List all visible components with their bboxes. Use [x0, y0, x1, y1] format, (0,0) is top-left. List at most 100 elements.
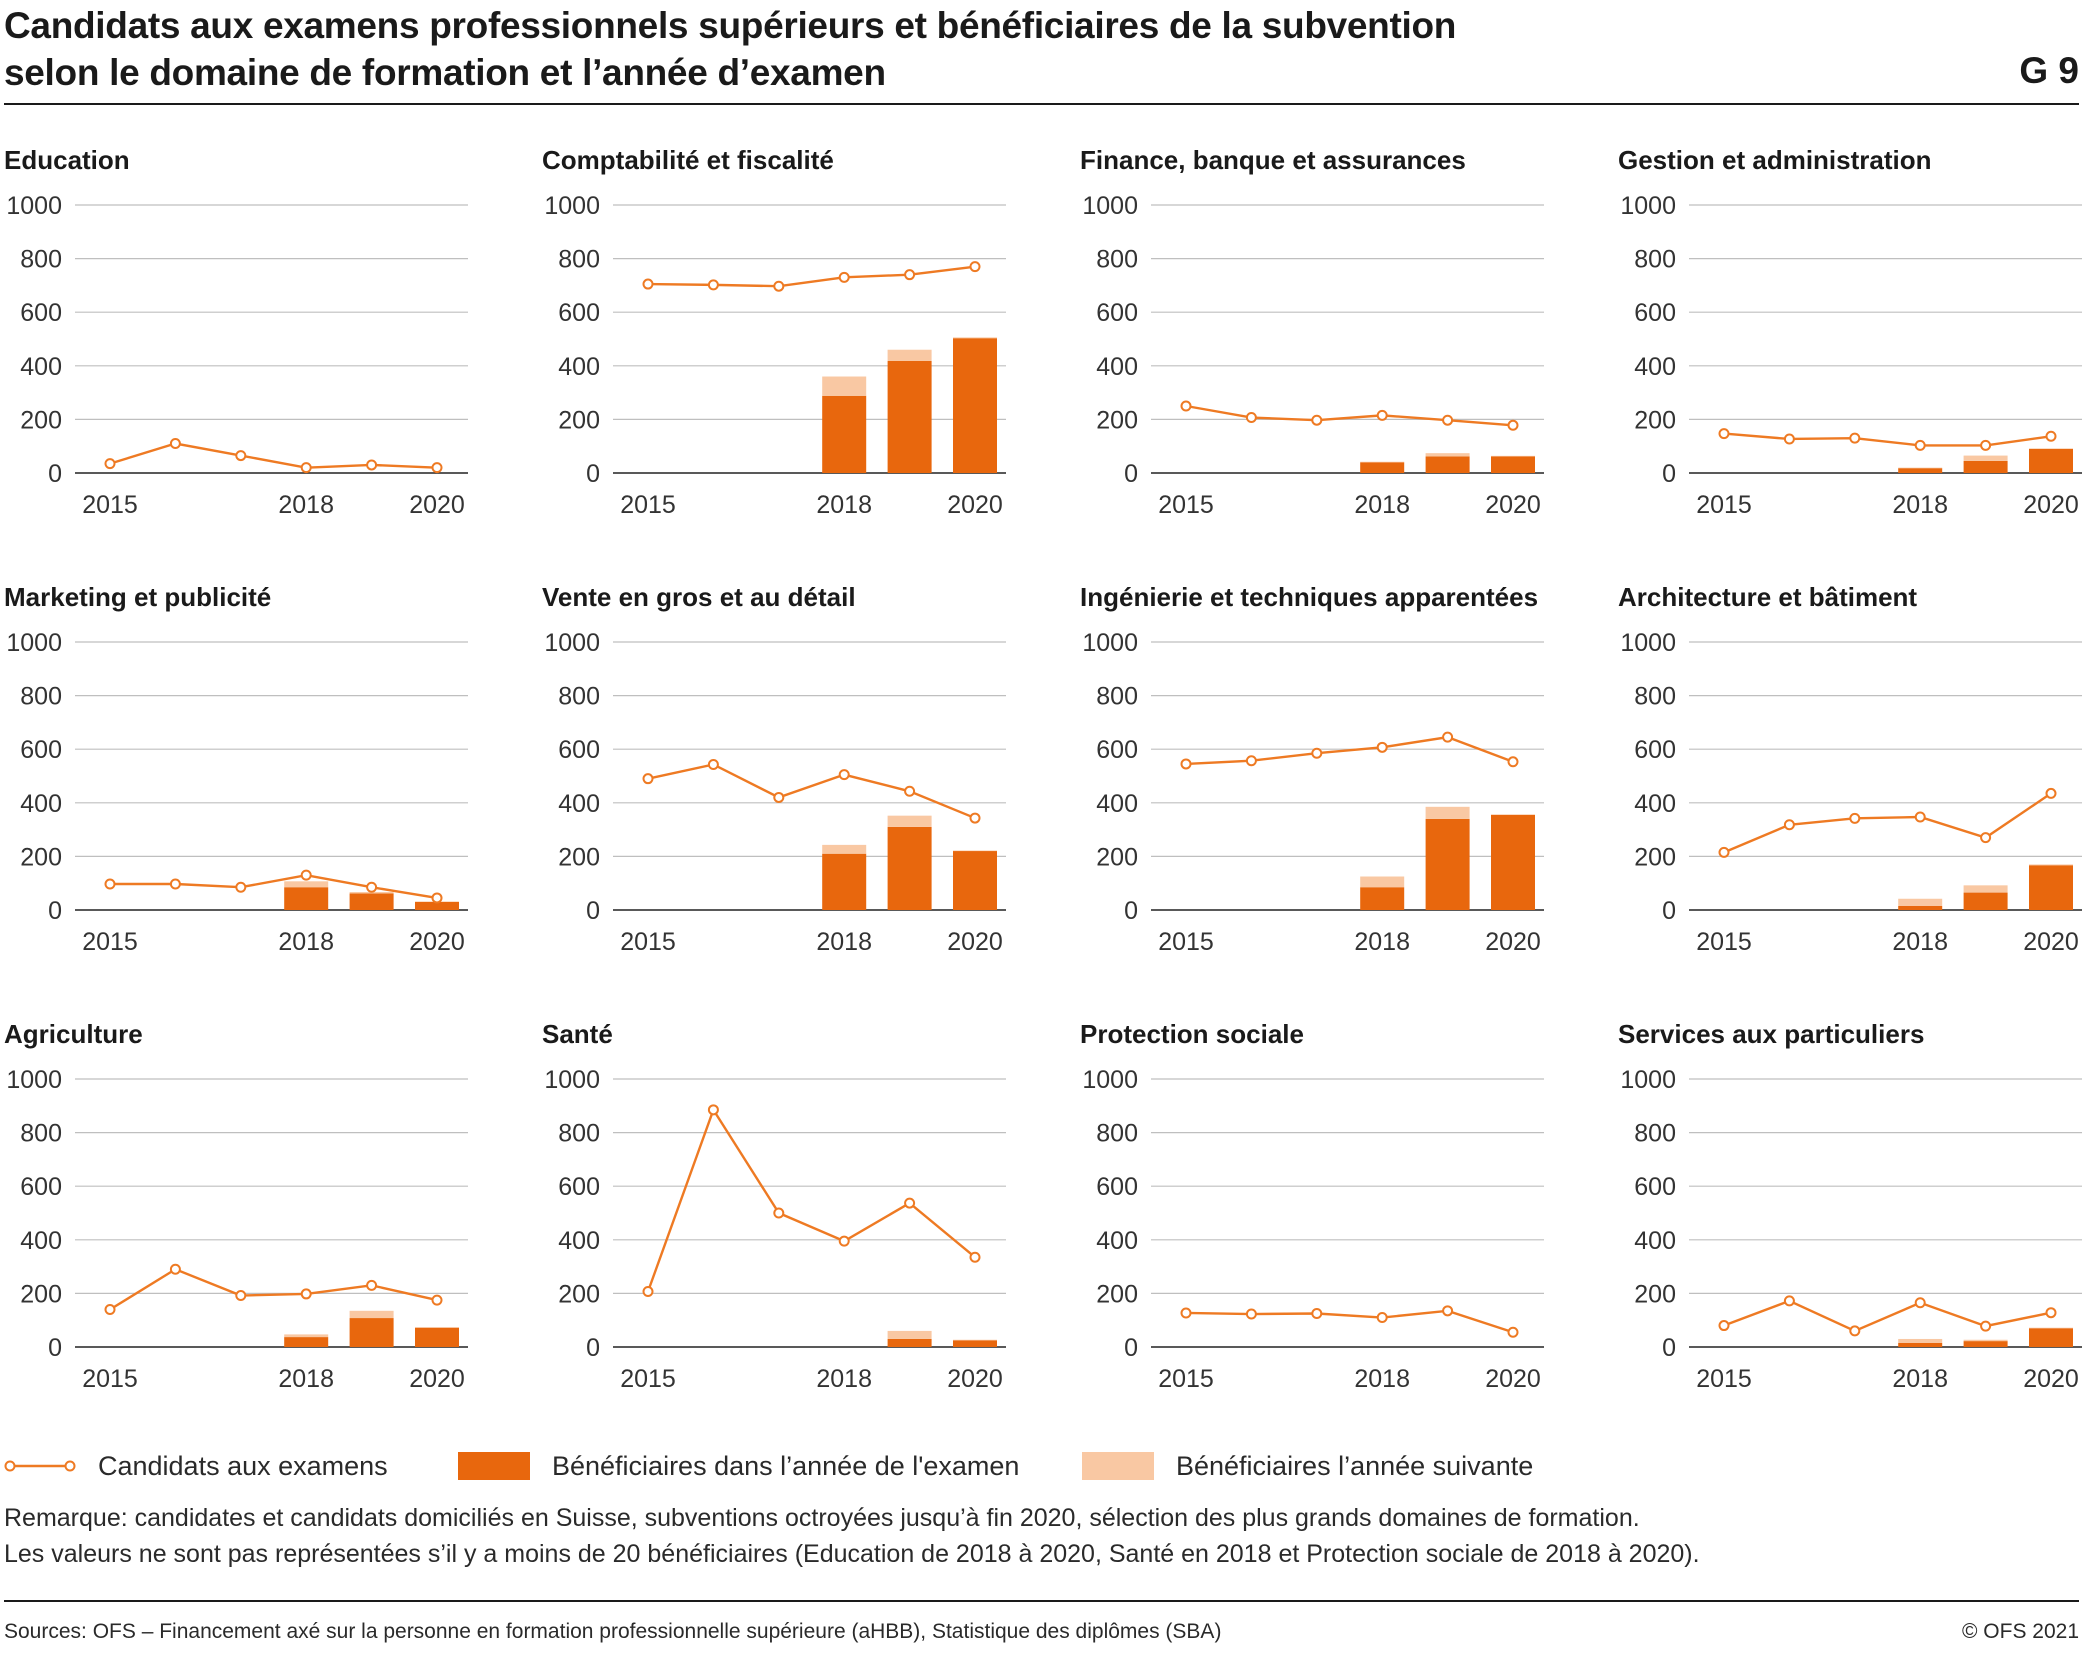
footer-rule — [4, 1600, 2079, 1602]
panel-4: Gestion et administration 0 200 400 600 800 10… — [1618, 145, 2082, 519]
bar-next-year — [2029, 448, 2073, 449]
x-tick-label: 2020 — [2023, 1365, 2079, 1393]
legend-item-candidates: Candidats aux examens — [4, 1446, 388, 1486]
bar-exam-year — [415, 1327, 459, 1347]
y-tick-label: 0 — [1124, 1334, 1138, 1362]
y-tick-label: 600 — [558, 1173, 600, 1201]
candidates-point — [1376, 409, 1388, 421]
y-tick-label: 800 — [1634, 683, 1676, 711]
bar-next-year — [1898, 898, 1943, 906]
candidates-point — [1914, 439, 1926, 451]
panel-title: Vente en gros et au détail — [542, 582, 856, 612]
y-tick-label: 0 — [1124, 897, 1138, 925]
y-tick-label: 800 — [1096, 683, 1138, 711]
bar-next-year — [1963, 455, 2008, 461]
bar-exam-year — [415, 901, 459, 910]
y-tick-label: 200 — [1096, 406, 1138, 434]
y-tick-label: 200 — [20, 843, 62, 871]
bar-exam-year — [1491, 456, 1535, 473]
bar-exam-year — [887, 1338, 932, 1347]
candidates-point — [1718, 846, 1730, 858]
legend-swatch-exam-year — [458, 1452, 530, 1480]
y-tick-label: 400 — [558, 790, 600, 818]
small-multiples-grid: Education 0 200 400 600 800 1000 2015 2018 2020 Co… — [4, 145, 2082, 1393]
source-text: Sources: OFS – Financement axé sur la pe… — [4, 1620, 1222, 1643]
candidates-point — [1311, 747, 1323, 759]
panel-title: Architecture et bâtiment — [1618, 582, 1917, 612]
y-tick-label: 800 — [1634, 246, 1676, 274]
candidates-point — [300, 462, 312, 474]
legend-item-next-year: Bénéficiaires l’année suivante — [1082, 1446, 1533, 1486]
bar-exam-year — [2029, 865, 2073, 910]
y-tick-label: 400 — [20, 790, 62, 818]
x-tick-label: 2018 — [278, 928, 334, 956]
candidates-line — [109, 442, 438, 469]
panel-2: Comptabilité et fiscalité 0 200 400 600 800 10… — [542, 145, 1006, 519]
y-tick-label: 0 — [48, 897, 62, 925]
candidates-line — [1185, 1309, 1514, 1334]
candidates-line — [109, 1267, 438, 1311]
bar-next-year — [953, 337, 997, 339]
y-tick-label: 1000 — [6, 192, 62, 220]
candidates-point — [104, 1303, 116, 1315]
candidates-point — [838, 271, 850, 283]
candidates-point — [1507, 1326, 1519, 1338]
panel-1: Education 0 200 400 600 800 1000 2015 2018 2020 — [4, 145, 468, 519]
y-tick-label: 0 — [586, 460, 600, 488]
y-tick-label: 1000 — [544, 192, 600, 220]
y-tick-label: 1000 — [6, 1066, 62, 1094]
candidates-point — [969, 261, 981, 273]
candidates-point — [235, 450, 247, 462]
header-rule — [4, 103, 2079, 105]
candidates-point — [1245, 755, 1257, 767]
x-tick-label: 2020 — [1485, 491, 1541, 519]
bar-next-year — [2029, 1327, 2073, 1329]
candidates-point — [169, 1263, 181, 1275]
legend-label-candidates: Candidats aux examens — [98, 1450, 388, 1481]
candidates-point — [366, 881, 378, 893]
panel-6: Vente en gros et au détail 0 200 400 600 800 1… — [542, 582, 1006, 956]
bar-next-year — [822, 376, 867, 396]
candidates-line — [647, 763, 976, 820]
x-tick-label: 2020 — [2023, 928, 2079, 956]
bar-exam-year — [349, 1318, 394, 1347]
candidates-point — [431, 462, 443, 474]
candidates-point — [1783, 433, 1795, 445]
panel-title: Marketing et publicité — [4, 582, 271, 612]
bar-exam-year — [2029, 448, 2073, 473]
bar-exam-year — [953, 338, 997, 473]
bar-exam-year — [1963, 892, 2008, 910]
candidates-point — [1376, 1312, 1388, 1324]
candidates-point — [2045, 430, 2057, 442]
x-tick-label: 2015 — [1158, 491, 1214, 519]
bar-next-year — [1898, 1338, 1943, 1343]
y-tick-label: 200 — [558, 406, 600, 434]
x-tick-label: 2020 — [947, 928, 1003, 956]
y-tick-label: 400 — [558, 353, 600, 381]
y-tick-label: 1000 — [1082, 192, 1138, 220]
candidates-point — [707, 1104, 719, 1116]
y-tick-label: 400 — [1096, 353, 1138, 381]
y-tick-label: 400 — [1634, 790, 1676, 818]
bar-exam-year — [953, 1340, 997, 1347]
y-tick-label: 0 — [1662, 460, 1676, 488]
candidates-point — [1783, 1295, 1795, 1307]
x-tick-label: 2020 — [409, 491, 465, 519]
candidates-point — [1180, 758, 1192, 770]
legend: Candidats aux examens Bénéficiaires dans… — [0, 1446, 2083, 1486]
bar-next-year — [953, 1339, 997, 1341]
y-tick-label: 0 — [1124, 460, 1138, 488]
y-tick-label: 400 — [558, 1227, 600, 1255]
candidates-point — [366, 459, 378, 471]
bar-exam-year — [1425, 818, 1470, 910]
panel-title: Agriculture — [4, 1019, 143, 1049]
candidates-point — [104, 878, 116, 890]
candidates-point — [1442, 414, 1454, 426]
y-tick-label: 600 — [1096, 736, 1138, 764]
candidates-point — [1245, 412, 1257, 424]
candidates-point — [1311, 1308, 1323, 1319]
legend-label-exam-year: Bénéficiaires dans l’année de l'examen — [552, 1450, 1020, 1481]
candidates-point — [642, 1286, 654, 1298]
candidates-point — [838, 769, 850, 781]
panel-title: Protection sociale — [1080, 1019, 1304, 1049]
